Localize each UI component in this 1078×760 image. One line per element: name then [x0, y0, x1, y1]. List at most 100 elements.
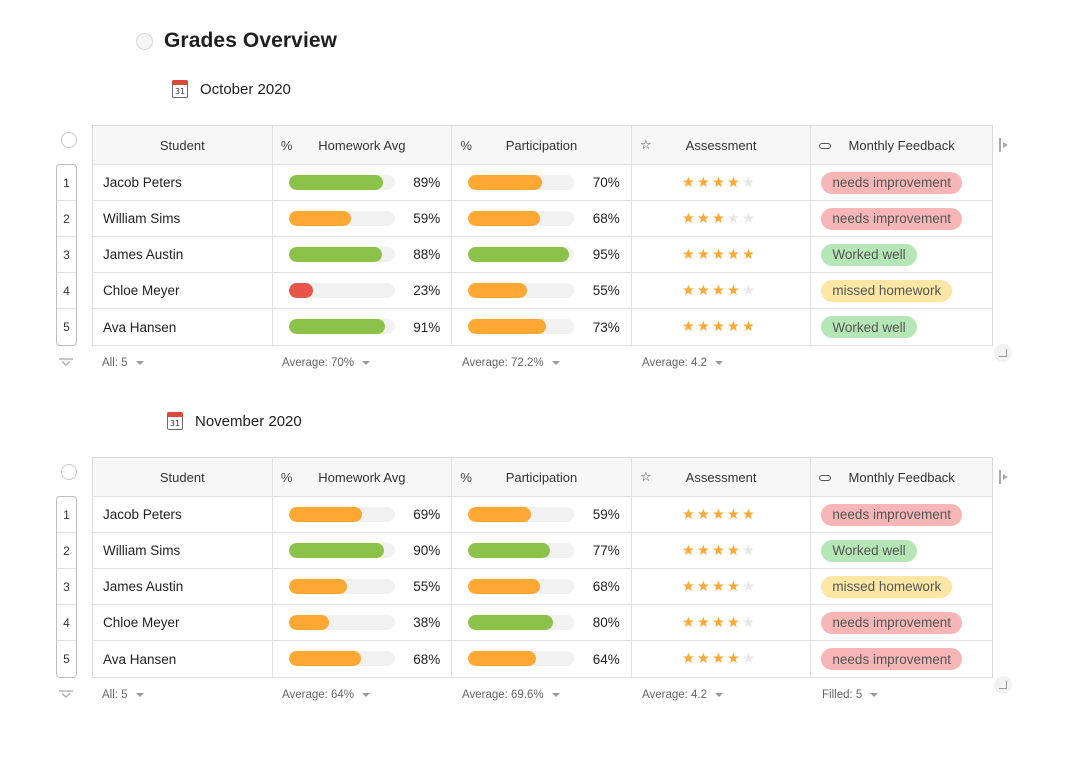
column-header-participation[interactable]: % Participation: [452, 458, 632, 496]
scroll-right-icon[interactable]: [999, 470, 1009, 484]
cell-student[interactable]: Jacob Peters: [93, 165, 273, 200]
chevron-down-icon[interactable]: [870, 693, 879, 697]
cell-participation[interactable]: 59%: [452, 497, 632, 532]
cell-assessment[interactable]: ★ ★ ★ ★ ★: [632, 309, 812, 345]
star-filled-icon[interactable]: ★: [711, 210, 725, 227]
cell-student[interactable]: Jacob Peters: [93, 497, 273, 532]
star-rating[interactable]: ★ ★ ★ ★ ★: [682, 506, 755, 523]
star-filled-icon[interactable]: ★: [711, 614, 725, 631]
column-header-assessment[interactable]: ☆ Assessment: [632, 126, 812, 164]
star-filled-icon[interactable]: ★: [681, 282, 695, 299]
column-header-student[interactable]: Student: [93, 126, 273, 164]
star-rating[interactable]: ★ ★ ★ ★ ★: [682, 542, 755, 559]
row-number[interactable]: 1: [57, 165, 76, 201]
star-filled-icon[interactable]: ★: [696, 578, 710, 595]
star-filled-icon[interactable]: ★: [711, 282, 725, 299]
star-rating[interactable]: ★ ★ ★ ★ ★: [681, 614, 755, 631]
footer-summary[interactable]: [812, 354, 992, 372]
cell-assessment[interactable]: ★ ★ ★ ★ ★: [632, 237, 812, 272]
star-filled-icon[interactable]: ★: [726, 542, 740, 559]
star-filled-icon[interactable]: ★: [681, 578, 695, 595]
chevron-down-icon[interactable]: [551, 693, 560, 697]
row-number[interactable]: 1: [57, 497, 76, 533]
cell-assessment[interactable]: ★ ★ ★ ★ ★: [632, 569, 812, 604]
select-all-checkbox[interactable]: [61, 464, 77, 480]
star-empty-icon[interactable]: ★: [741, 282, 755, 299]
resize-handle-icon[interactable]: [994, 676, 1012, 694]
cell-assessment[interactable]: ★ ★ ★ ★ ★: [632, 497, 812, 532]
column-header-student[interactable]: Student: [93, 458, 273, 496]
cell-participation[interactable]: 68%: [452, 569, 632, 604]
star-filled-icon[interactable]: ★: [741, 319, 755, 335]
cell-feedback[interactable]: Worked well: [811, 309, 992, 345]
star-filled-icon[interactable]: ★: [696, 542, 710, 559]
cell-feedback[interactable]: needs improvement: [811, 605, 992, 640]
star-filled-icon[interactable]: ★: [726, 651, 740, 667]
cell-assessment[interactable]: ★ ★ ★ ★ ★: [632, 605, 812, 640]
star-rating[interactable]: ★ ★ ★ ★ ★: [681, 282, 755, 299]
star-empty-icon[interactable]: ★: [726, 210, 740, 227]
cell-feedback[interactable]: Worked well: [811, 237, 992, 272]
cell-homework[interactable]: 59%: [273, 201, 453, 236]
chevron-down-icon[interactable]: [551, 361, 560, 365]
cell-assessment[interactable]: ★ ★ ★ ★ ★: [632, 533, 812, 568]
cell-participation[interactable]: 55%: [452, 273, 632, 308]
cell-feedback[interactable]: needs improvement: [811, 641, 992, 677]
star-filled-icon[interactable]: ★: [681, 614, 695, 631]
star-rating[interactable]: ★ ★ ★ ★ ★: [682, 210, 755, 227]
cell-feedback[interactable]: Worked well: [811, 533, 992, 568]
cell-homework[interactable]: 89%: [273, 165, 453, 200]
column-header-homework[interactable]: % Homework Avg: [273, 126, 453, 164]
cell-homework[interactable]: 55%: [273, 569, 453, 604]
cell-feedback[interactable]: needs improvement: [811, 497, 992, 532]
star-filled-icon[interactable]: ★: [696, 246, 710, 263]
row-number[interactable]: 4: [57, 273, 76, 309]
star-filled-icon[interactable]: ★: [711, 651, 725, 667]
cell-homework[interactable]: 68%: [273, 641, 453, 677]
cell-participation[interactable]: 64%: [452, 641, 632, 677]
star-filled-icon[interactable]: ★: [711, 506, 725, 523]
star-empty-icon[interactable]: ★: [741, 210, 755, 227]
cell-homework[interactable]: 91%: [273, 309, 453, 345]
star-filled-icon[interactable]: ★: [696, 319, 710, 335]
cell-homework[interactable]: 23%: [273, 273, 453, 308]
footer-summary[interactable]: All: 5: [92, 354, 272, 372]
chevron-down-icon[interactable]: [362, 361, 371, 365]
row-number[interactable]: 2: [57, 201, 76, 237]
footer-summary[interactable]: Average: 70%: [272, 354, 452, 372]
column-header-feedback[interactable]: Monthly Feedback: [811, 126, 992, 164]
star-filled-icon[interactable]: ★: [696, 174, 710, 191]
star-empty-icon[interactable]: ★: [741, 614, 755, 631]
star-filled-icon[interactable]: ★: [681, 246, 695, 263]
row-number[interactable]: 3: [57, 569, 76, 605]
chevron-down-icon[interactable]: [715, 361, 724, 365]
star-filled-icon[interactable]: ★: [681, 651, 695, 667]
cell-participation[interactable]: 70%: [452, 165, 632, 200]
star-empty-icon[interactable]: ★: [741, 578, 755, 595]
collapse-rows-icon[interactable]: [59, 685, 73, 698]
star-empty-icon[interactable]: ★: [741, 651, 755, 667]
column-header-feedback[interactable]: Monthly Feedback: [811, 458, 992, 496]
row-number[interactable]: 4: [57, 605, 76, 641]
cell-student[interactable]: William Sims: [93, 533, 273, 568]
resize-handle-icon[interactable]: [994, 344, 1012, 362]
star-filled-icon[interactable]: ★: [726, 246, 740, 263]
cell-assessment[interactable]: ★ ★ ★ ★ ★: [632, 165, 812, 200]
star-filled-icon[interactable]: ★: [711, 578, 725, 595]
footer-summary[interactable]: All: 5: [92, 686, 272, 704]
star-filled-icon[interactable]: ★: [726, 614, 740, 631]
star-filled-icon[interactable]: ★: [726, 174, 740, 191]
chevron-down-icon[interactable]: [362, 693, 371, 697]
star-rating[interactable]: ★ ★ ★ ★ ★: [682, 319, 755, 335]
star-filled-icon[interactable]: ★: [741, 246, 755, 263]
cell-feedback[interactable]: needs improvement: [811, 201, 992, 236]
cell-homework[interactable]: 38%: [273, 605, 453, 640]
footer-summary[interactable]: Average: 4.2: [632, 354, 812, 372]
star-empty-icon[interactable]: ★: [741, 542, 755, 559]
star-empty-icon[interactable]: ★: [741, 174, 755, 191]
cell-student[interactable]: James Austin: [93, 237, 273, 272]
row-number[interactable]: 5: [63, 320, 70, 334]
column-header-assessment[interactable]: ☆ Assessment: [632, 458, 812, 496]
cell-student[interactable]: William Sims: [93, 201, 273, 236]
cell-homework[interactable]: 90%: [273, 533, 453, 568]
